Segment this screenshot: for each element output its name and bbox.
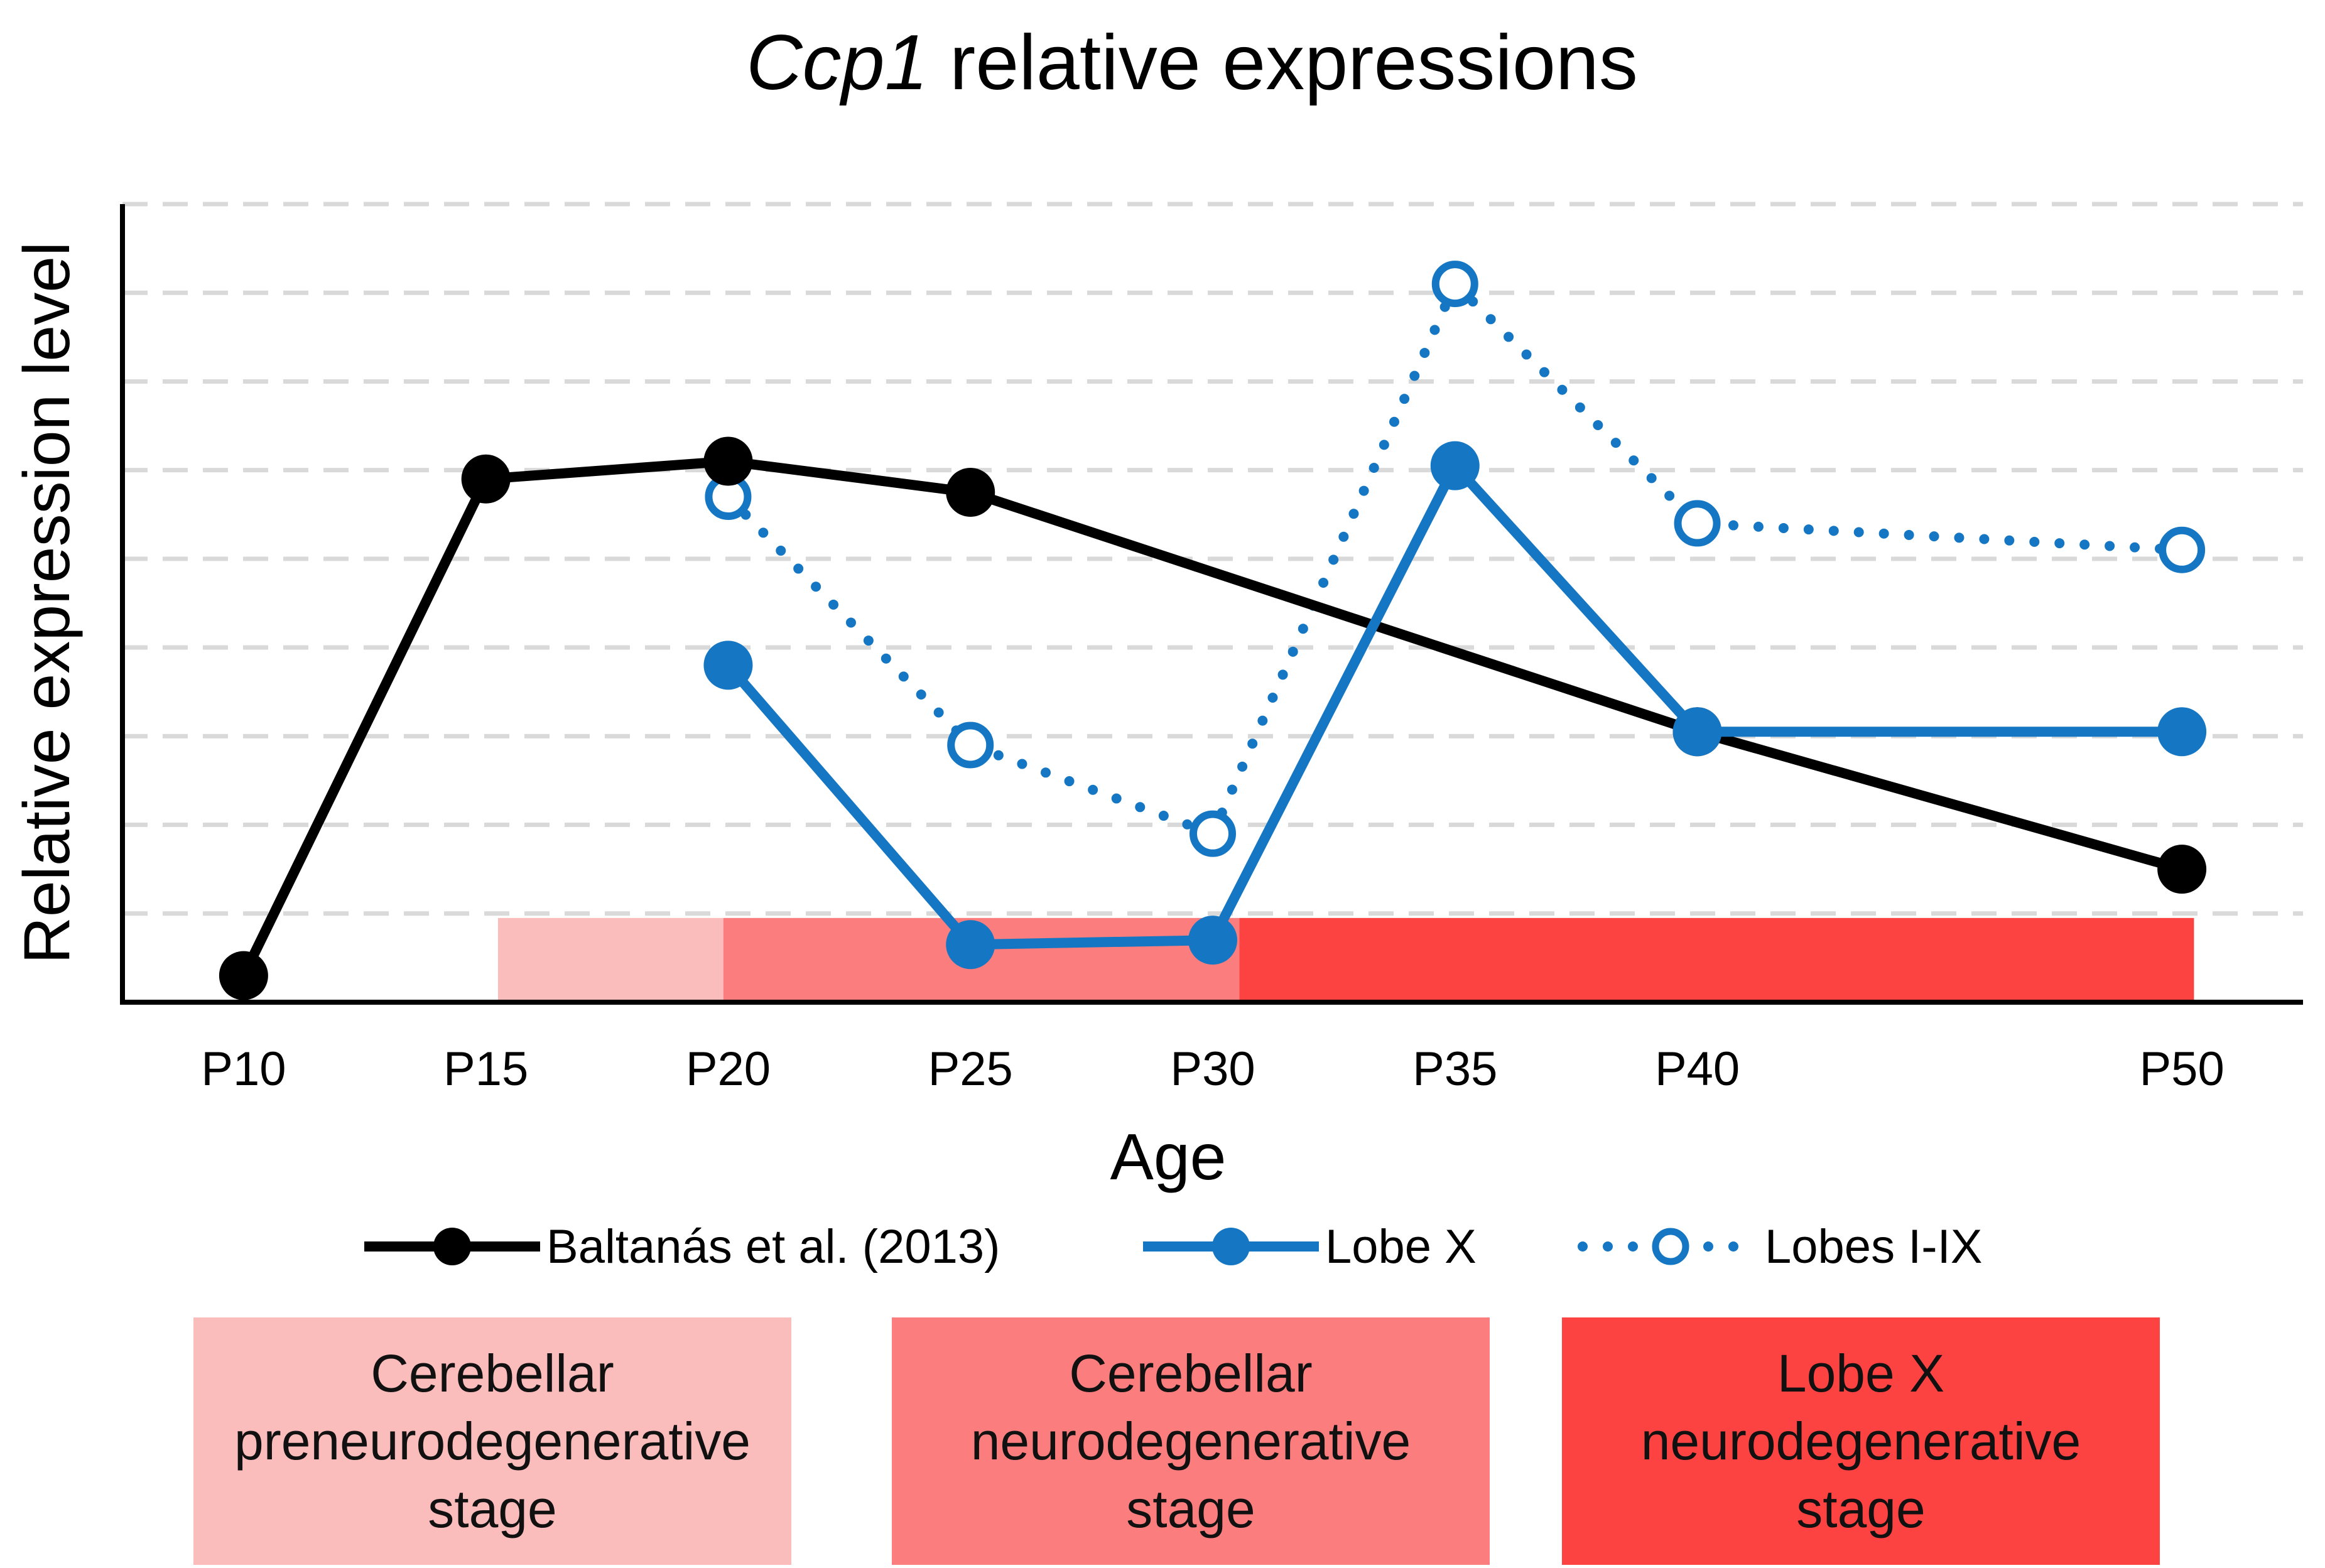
data-point [1430,441,1480,490]
x-tick-label: P10 [201,1042,286,1096]
legend: Baltanás et al. (2013) Lobe X Lobes I-IX [364,1220,1982,1273]
stage-box-line: Cerebellar [371,1344,614,1403]
chart-title: Ccp1 relative expressions [746,19,1638,106]
stage-box-line: Cerebellar [1069,1344,1313,1403]
x-tick-label: P50 [2139,1042,2224,1096]
x-tick-label: P30 [1170,1042,1255,1096]
x-tick-label: P40 [1655,1042,1740,1096]
data-point [703,436,753,486]
x-tick-label: P25 [928,1042,1013,1096]
data-point [2159,526,2206,573]
stage-band [1239,917,2194,1002]
legend-marker [1652,1228,1689,1265]
legend-label: Lobes I-IX [1765,1220,1982,1273]
x-tick-labels: P10 P15 P20 P25 P30 P35 P40 P50 [201,1042,2224,1096]
stage-box: Cerebellar preneurodegenerative stage [193,1317,791,1565]
stage-box-line: neurodegenerative [970,1412,1411,1471]
data-point [1674,500,1721,547]
stage-box-line: neurodegenerative [1640,1412,2081,1471]
data-point [219,951,268,1000]
x-tick-label: P20 [686,1042,771,1096]
data-point [947,722,994,769]
data-point [946,467,995,517]
data-point [703,641,753,690]
stage-box-line: stage [428,1479,557,1538]
x-tick-label: P35 [1412,1042,1497,1096]
data-point [2157,707,2207,757]
legend-label: Baltanás et al. (2013) [546,1220,1000,1273]
legend-marker [1212,1228,1250,1265]
data-point [946,920,995,970]
stage-bands [497,917,2194,1002]
chart-title-italic: Ccp1 [746,19,928,106]
data-point [1431,261,1478,308]
series-layer [219,261,2207,1000]
stage-band [497,917,724,1002]
stage-box-line: stage [1796,1479,1926,1538]
series-line [239,456,2184,978]
series-line [723,279,2187,839]
series-line [724,460,2182,950]
stage-box-line: stage [1126,1479,1255,1538]
legend-label: Lobe X [1325,1220,1477,1273]
data-point [1188,916,1237,965]
stage-box: Cerebellar neurodegenerative stage [892,1317,1490,1565]
chart-title-rest: relative expressions [928,19,1638,106]
y-axis-label: Relative expression level [11,242,84,964]
data-point [2157,845,2207,894]
data-point [1190,810,1236,857]
x-axis-label: Age [1110,1121,1226,1194]
data-point [1672,707,1722,757]
stage-box-line: preneurodegenerative [234,1412,751,1471]
stage-box: Lobe X neurodegenerative stage [1562,1317,2160,1565]
legend-marker [433,1228,471,1265]
x-tick-label: P15 [443,1042,528,1096]
stage-box-line: Lobe X [1777,1344,1945,1403]
data-point [461,454,511,504]
